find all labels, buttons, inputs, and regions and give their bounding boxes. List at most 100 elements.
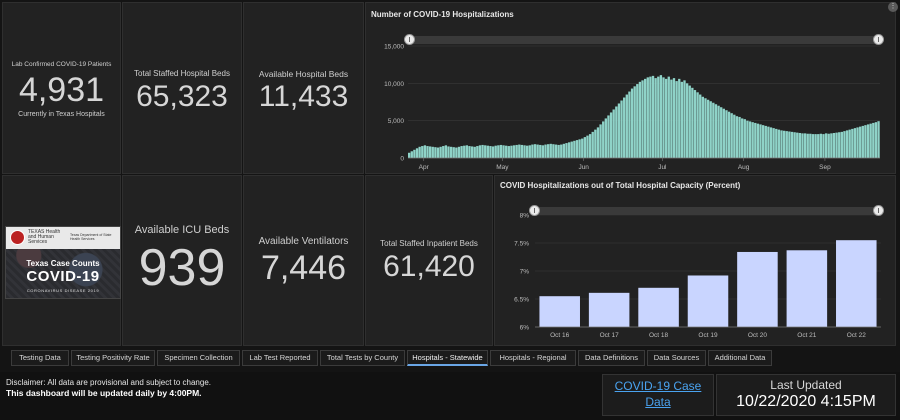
bar bbox=[588, 292, 630, 327]
x-tick-label: Apr bbox=[419, 164, 430, 171]
bar bbox=[541, 145, 545, 158]
info-icon[interactable]: ⋮ bbox=[888, 2, 898, 12]
bar bbox=[722, 108, 725, 158]
bar bbox=[836, 240, 877, 327]
bar bbox=[502, 145, 505, 158]
tab-hospitals-regional[interactable]: Hospitals - Regional bbox=[490, 350, 576, 366]
bar bbox=[680, 81, 684, 158]
bar bbox=[604, 118, 607, 158]
bar bbox=[434, 147, 437, 158]
last-updated-box bbox=[716, 374, 896, 416]
bar bbox=[497, 145, 500, 158]
bar bbox=[788, 131, 791, 158]
bar bbox=[423, 145, 427, 158]
bar bbox=[853, 128, 857, 158]
case-link-line-1[interactable]: COVID-19 Case bbox=[614, 379, 702, 393]
bar bbox=[762, 125, 765, 158]
last-updated-value: 10/22/2020 4:15PM bbox=[736, 393, 876, 410]
bar bbox=[866, 124, 870, 158]
bar bbox=[817, 134, 820, 158]
bar bbox=[410, 151, 413, 158]
range-slider-handle-end[interactable] bbox=[873, 34, 884, 45]
bar bbox=[782, 130, 786, 158]
tab-hospitals-statewide[interactable]: Hospitals - Statewide bbox=[407, 350, 488, 366]
bar bbox=[546, 144, 550, 158]
tab-data-definitions[interactable]: Data Definitions bbox=[578, 350, 645, 366]
bar bbox=[701, 96, 705, 158]
bar bbox=[717, 105, 720, 158]
x-tick-label: Sep bbox=[819, 164, 831, 171]
bar bbox=[539, 144, 542, 158]
bar bbox=[691, 87, 694, 158]
bar bbox=[657, 76, 660, 158]
bar bbox=[869, 123, 872, 158]
bar bbox=[664, 78, 668, 158]
tab-testing-positivity-rate[interactable]: Testing Positivity Rate bbox=[71, 350, 155, 366]
case-link-line-2[interactable]: Data bbox=[645, 395, 671, 409]
texas-seal-icon bbox=[10, 230, 25, 245]
chart-panel-hospitalizations: Number of COVID-19 Hospitalizations 0 5,0… bbox=[365, 2, 896, 174]
bar bbox=[594, 129, 597, 158]
bar bbox=[481, 144, 484, 158]
bar bbox=[557, 144, 560, 158]
bar bbox=[520, 144, 524, 158]
bar bbox=[806, 133, 809, 158]
tab-data-sources[interactable]: Data Sources bbox=[647, 350, 706, 366]
bar bbox=[688, 85, 691, 158]
bar bbox=[822, 134, 825, 158]
tab-total-tests-by-county[interactable]: Total Tests by County bbox=[320, 350, 405, 366]
tab-lab-test-reported[interactable]: Lab Test Reported bbox=[242, 350, 318, 366]
bar bbox=[523, 145, 526, 158]
x-tick-label: Aug bbox=[738, 164, 750, 171]
bar bbox=[602, 121, 605, 158]
bar bbox=[539, 296, 580, 327]
covid-case-data-link[interactable]: COVID-19 Case Data bbox=[602, 378, 714, 410]
range-slider-handle-start[interactable] bbox=[404, 34, 415, 45]
bar bbox=[528, 145, 531, 158]
x-tick-label: Oct 17 bbox=[600, 332, 620, 339]
bar bbox=[864, 125, 867, 158]
bar bbox=[442, 146, 445, 158]
bar bbox=[827, 133, 830, 158]
bar bbox=[845, 130, 849, 158]
bar bbox=[625, 94, 628, 158]
bar bbox=[465, 145, 469, 158]
bar bbox=[651, 75, 655, 158]
logo-headline: Texas Case Counts bbox=[26, 259, 100, 268]
y-tick-label: 6% bbox=[520, 325, 530, 332]
bar bbox=[751, 122, 754, 158]
bar bbox=[418, 146, 421, 158]
x-tick-label: Oct 20 bbox=[748, 332, 768, 339]
bar bbox=[615, 106, 618, 158]
x-tick-label: Oct 22 bbox=[847, 332, 867, 339]
bar bbox=[526, 145, 529, 158]
bar bbox=[872, 122, 875, 158]
bar bbox=[415, 148, 419, 158]
bar bbox=[599, 124, 602, 158]
bar bbox=[743, 119, 746, 158]
bar bbox=[515, 144, 518, 158]
tab-specimen-collection[interactable]: Specimen Collection bbox=[157, 350, 240, 366]
stat-title: Available Hospital Beds bbox=[258, 69, 349, 79]
bar bbox=[861, 125, 864, 158]
range-slider-handle-end[interactable] bbox=[873, 205, 884, 216]
tab-bar: Testing Data Testing Positivity Rate Speci… bbox=[0, 348, 900, 368]
bar bbox=[518, 144, 521, 158]
bar bbox=[667, 76, 670, 158]
bar bbox=[832, 132, 836, 158]
logo-covid: COVID-19 bbox=[26, 268, 100, 285]
stat-panel-available-ventilators: Available Ventilators 7,446 bbox=[243, 175, 364, 346]
tab-testing-data[interactable]: Testing Data bbox=[11, 350, 69, 366]
range-slider-track[interactable] bbox=[535, 207, 881, 215]
bar bbox=[633, 86, 636, 158]
bar bbox=[764, 125, 767, 158]
bar bbox=[759, 124, 762, 158]
bar bbox=[814, 134, 817, 158]
tab-additional-data[interactable]: Additional Data bbox=[708, 350, 772, 366]
bar bbox=[811, 134, 815, 158]
range-slider-track[interactable] bbox=[408, 36, 882, 44]
range-slider-handle-start[interactable] bbox=[529, 205, 540, 216]
bar bbox=[848, 129, 851, 158]
bar bbox=[570, 141, 573, 158]
bar bbox=[803, 133, 807, 158]
